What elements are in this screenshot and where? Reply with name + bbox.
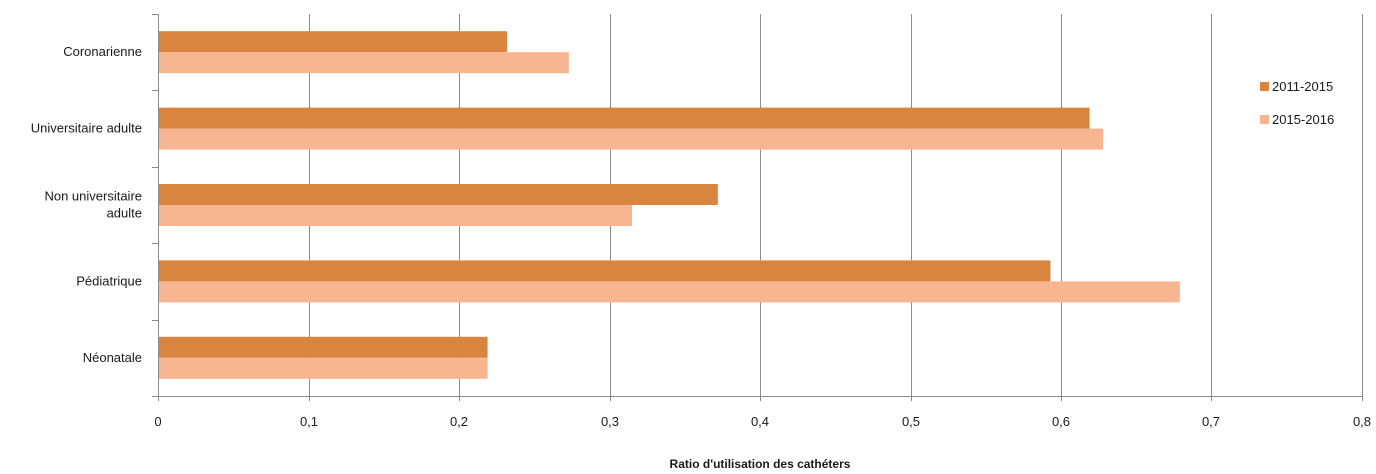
bar-2015-2016 xyxy=(159,205,633,226)
bar-2015-2016 xyxy=(159,357,488,379)
bars xyxy=(159,31,1180,379)
category-label: adulte xyxy=(107,206,142,221)
x-tick-label: 0,3 xyxy=(601,414,619,429)
category-labels: Coronarienne Universitaire adulte Non univ… xyxy=(31,44,142,365)
category-label: Pédiatrique xyxy=(76,273,142,288)
x-tick-label: 0 xyxy=(154,414,161,429)
category-label: Universitaire adulte xyxy=(31,121,142,136)
bar-2011-2015 xyxy=(159,260,1051,282)
legend-label: 2015-2016 xyxy=(1272,112,1334,127)
bar-2011-2015 xyxy=(159,107,1090,129)
x-tick-label: 0,5 xyxy=(902,414,920,429)
x-tick-label: 0,1 xyxy=(300,414,318,429)
x-axis-title: Ratio d'utilisation des cathéters xyxy=(670,457,851,471)
x-tick-label: 0,6 xyxy=(1052,414,1070,429)
axes xyxy=(152,14,1363,401)
x-tick-label: 0,4 xyxy=(751,414,769,429)
bar-2015-2016 xyxy=(159,128,1104,150)
x-tick-label: 0,8 xyxy=(1353,414,1371,429)
legend: 2011-2015 2015-2016 xyxy=(1260,79,1334,127)
legend-swatch xyxy=(1260,82,1269,91)
x-tick-labels: 0 0,1 0,2 0,3 0,4 0,5 0,6 0,7 0,8 xyxy=(154,414,1371,429)
bar-2011-2015 xyxy=(159,336,488,358)
category-label: Néonatale xyxy=(83,350,142,365)
x-tick-label: 0,2 xyxy=(450,414,468,429)
legend-label: 2011-2015 xyxy=(1272,79,1333,94)
category-label: Non universitaire xyxy=(44,189,142,204)
x-tick-label: 0,7 xyxy=(1202,414,1220,429)
bar-2015-2016 xyxy=(159,281,1180,303)
bar-2015-2016 xyxy=(159,52,569,74)
bar-2011-2015 xyxy=(159,184,718,205)
category-label: Coronarienne xyxy=(63,44,142,59)
legend-swatch xyxy=(1260,115,1269,124)
bar-2011-2015 xyxy=(159,31,508,53)
